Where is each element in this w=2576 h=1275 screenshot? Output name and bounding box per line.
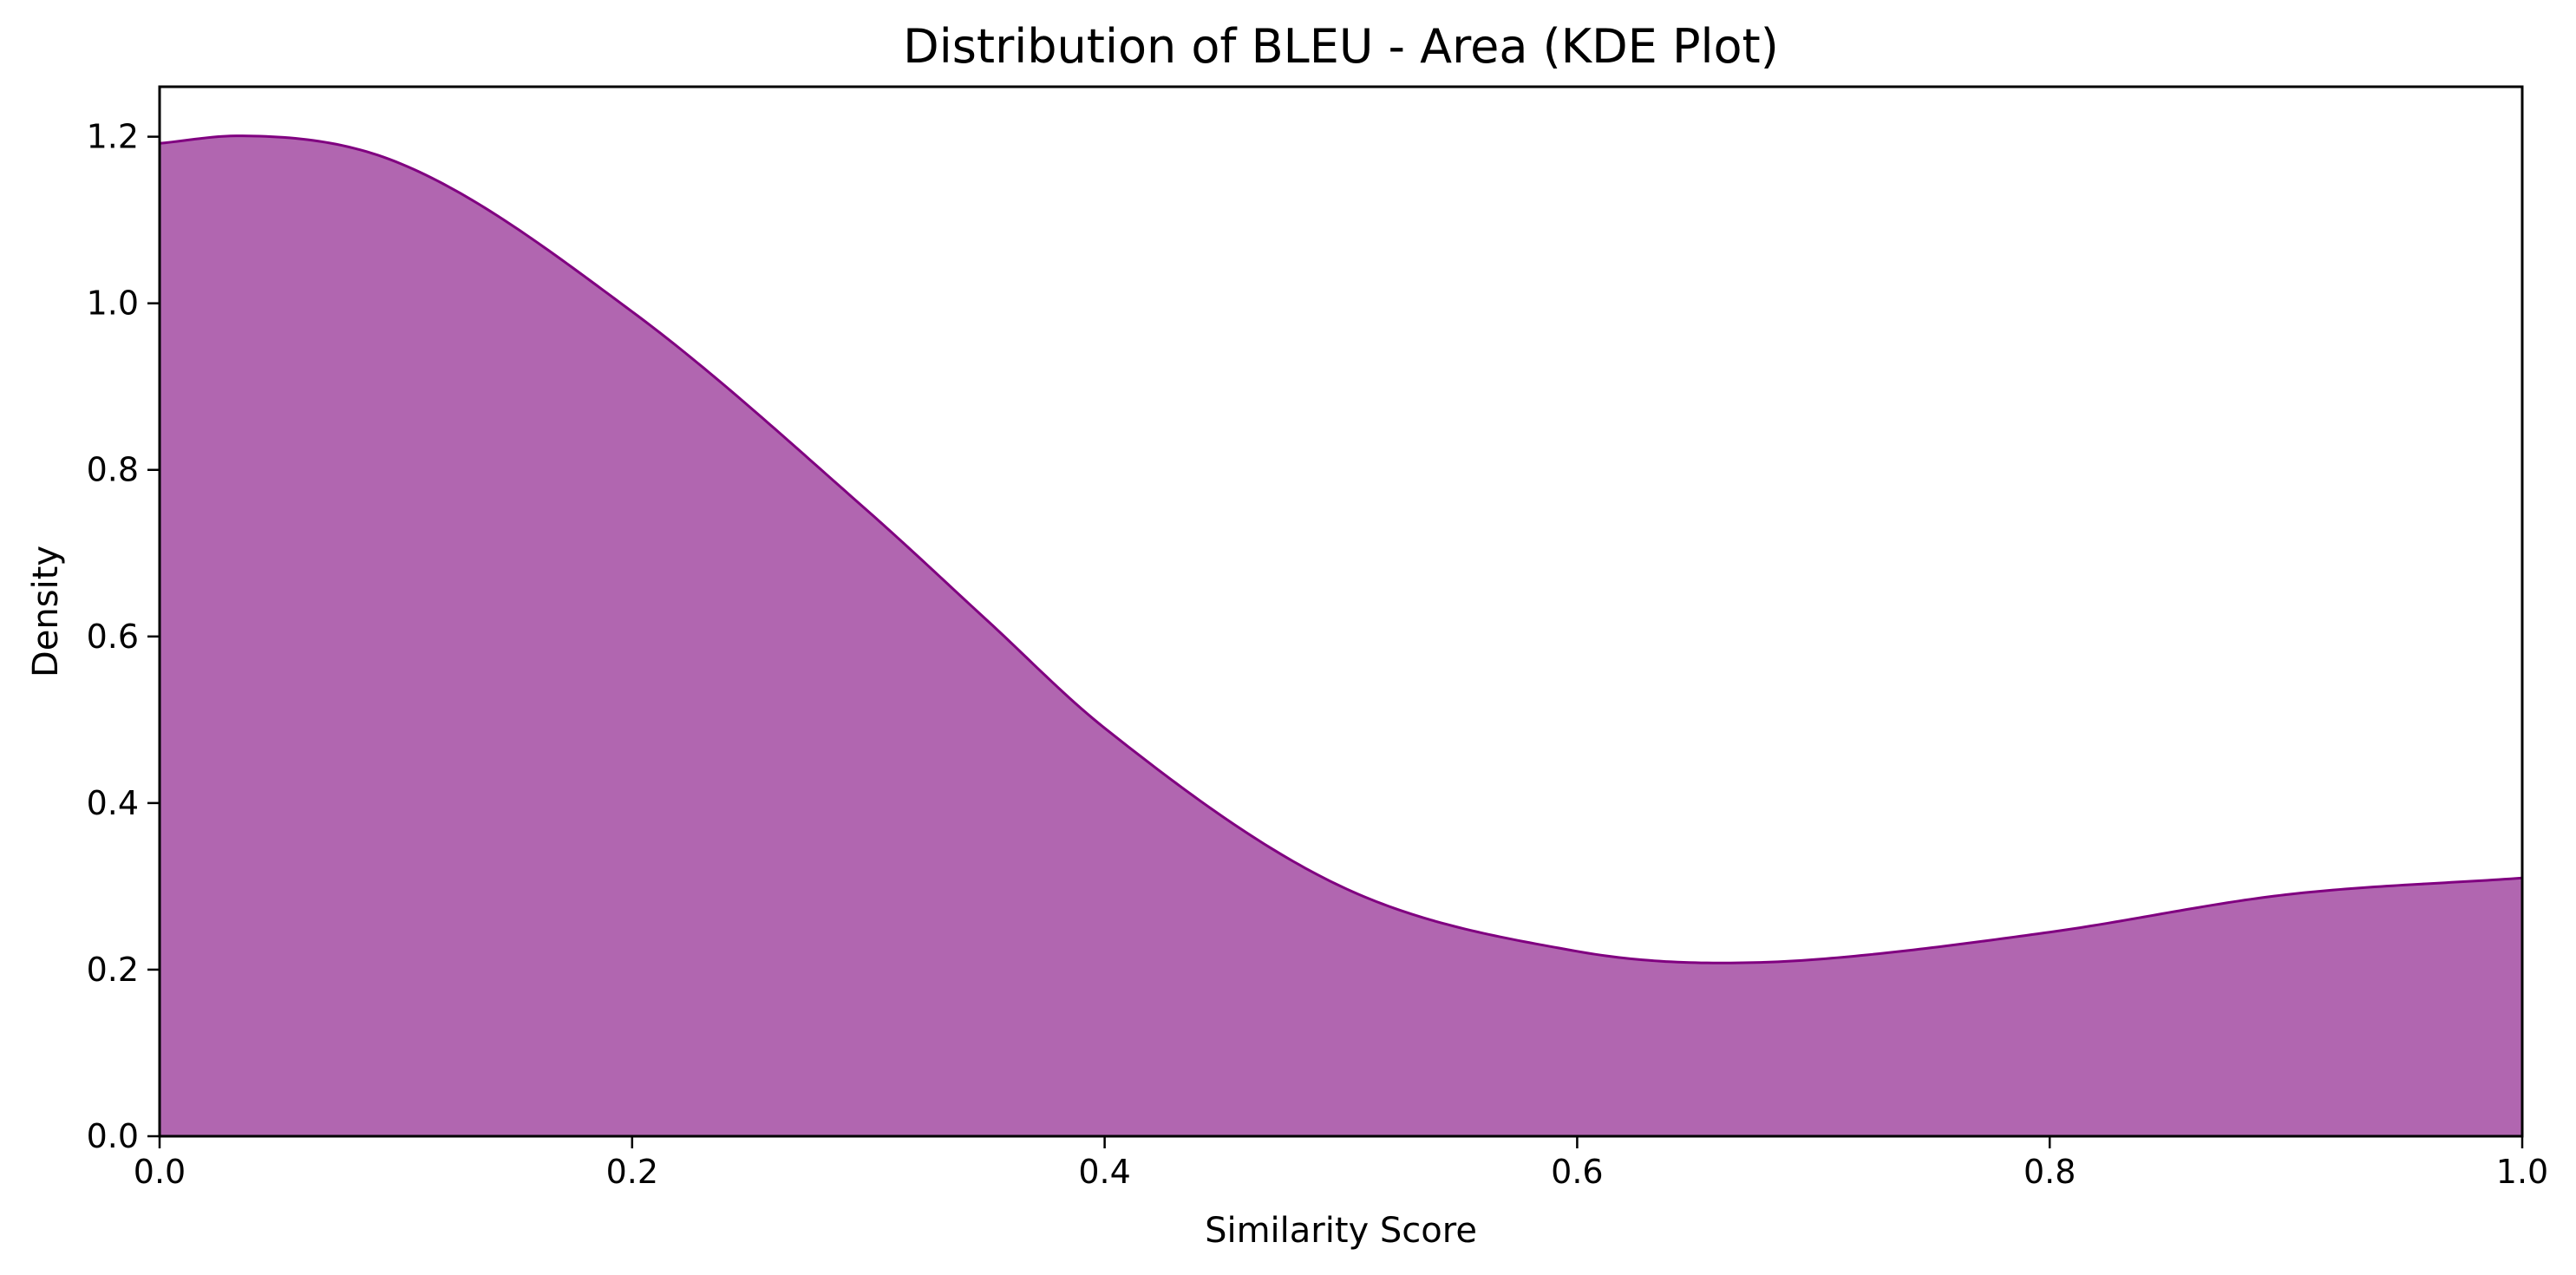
x-tick-label: 0.0	[134, 1153, 186, 1191]
chart-title: Distribution of BLEU - Area (KDE Plot)	[903, 19, 1779, 74]
y-tick-label: 1.2	[87, 118, 139, 156]
kde-area-fill	[160, 135, 2522, 1136]
x-tick-label: 0.4	[1078, 1153, 1130, 1191]
x-axis-ticks: 0.0 0.2 0.4 0.6 0.8 1.0	[134, 1136, 2548, 1191]
y-tick-label: 0.2	[87, 951, 139, 989]
x-tick-label: 0.8	[2024, 1153, 2076, 1191]
plot-layer	[159, 134, 2523, 1136]
x-tick-label: 0.2	[606, 1153, 658, 1191]
x-axis-label: Similarity Score	[1205, 1211, 1477, 1251]
y-tick-label: 0.8	[87, 451, 139, 489]
y-tick-label: 0.0	[87, 1117, 139, 1155]
x-tick-label: 0.6	[1551, 1153, 1603, 1191]
kde-density-line	[159, 134, 2523, 964]
x-tick-label: 1.0	[2496, 1153, 2548, 1191]
plot-frame	[158, 85, 2524, 1138]
y-tick-label: 0.4	[87, 784, 139, 822]
y-axis-label: Density	[26, 546, 66, 677]
y-axis-ticks: 0.0 0.2 0.4 0.6 0.8 1.0 1.2	[87, 118, 160, 1155]
y-tick-label: 1.0	[87, 284, 139, 323]
y-tick-label: 0.6	[87, 618, 139, 656]
